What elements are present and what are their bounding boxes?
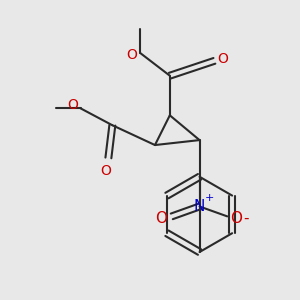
Text: O: O	[126, 48, 137, 62]
Text: O: O	[67, 98, 78, 112]
Text: +: +	[205, 193, 214, 202]
Text: O: O	[230, 211, 242, 226]
Text: -: -	[243, 211, 249, 226]
Text: O: O	[100, 164, 111, 178]
Text: N: N	[194, 199, 205, 214]
Text: O: O	[218, 52, 228, 66]
Text: O: O	[155, 211, 167, 226]
